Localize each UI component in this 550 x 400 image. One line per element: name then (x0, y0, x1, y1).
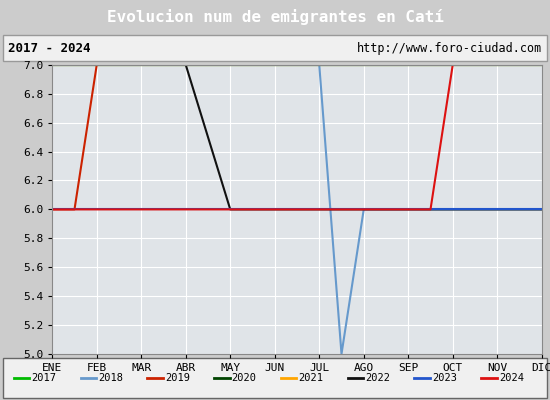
Text: 2023: 2023 (432, 373, 457, 383)
Text: 2024: 2024 (499, 373, 524, 383)
Text: 2017 - 2024: 2017 - 2024 (8, 42, 91, 55)
Text: 2018: 2018 (98, 373, 123, 383)
Text: 2022: 2022 (365, 373, 390, 383)
Text: 2021: 2021 (299, 373, 323, 383)
Text: Evolucion num de emigrantes en Catí: Evolucion num de emigrantes en Catí (107, 9, 443, 25)
Text: 2019: 2019 (165, 373, 190, 383)
Text: 2017: 2017 (31, 373, 56, 383)
Text: http://www.foro-ciudad.com: http://www.foro-ciudad.com (356, 42, 542, 55)
Text: 2020: 2020 (232, 373, 257, 383)
